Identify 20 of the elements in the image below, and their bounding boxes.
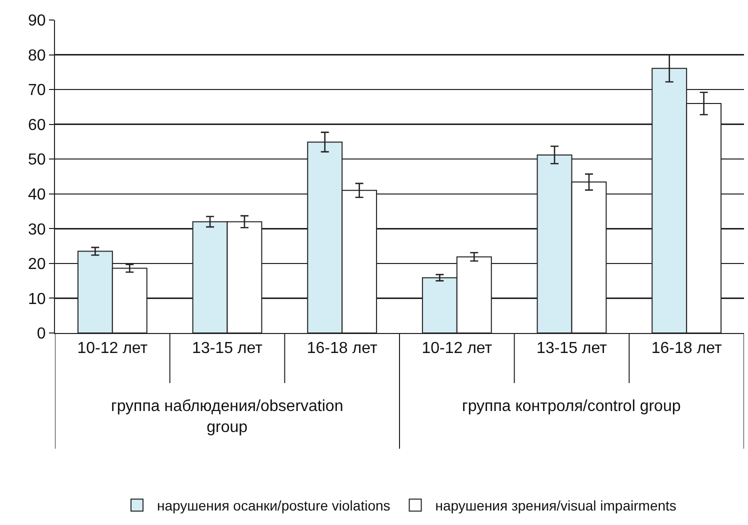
y-tick-label: 80 [28, 47, 46, 64]
y-tick-label: 0 [36, 326, 46, 343]
x-tick-label: 10-12 лет [77, 340, 148, 358]
y-tick-label: 30 [28, 221, 46, 238]
y-tick-label: 40 [28, 186, 46, 204]
text: группа контроля/control group [462, 398, 681, 415]
legend-label: нарушения зрения/visual impairments [435, 498, 676, 514]
x-tick-label: 13-15 лет [192, 340, 264, 358]
y-tick-label: 60 [28, 116, 46, 134]
y-tick-label: 70 [28, 82, 46, 100]
x-tick-label: 10-12 лет [422, 340, 493, 358]
y-tick-label: 90 [28, 12, 46, 30]
text: группа наблюдения/observation group [111, 398, 344, 436]
y-tick-label: 20 [28, 256, 46, 274]
x-tick-label: 16-18 лет [651, 340, 722, 358]
y-tick-label: 50 [28, 152, 46, 169]
legend-label: нарушения осанки/posture violations [157, 498, 390, 514]
y-tick-label: 10 [28, 290, 46, 308]
x-tick-label: 13-15 лет [536, 340, 608, 358]
x-tick-label: 16-18 лет [306, 340, 378, 358]
